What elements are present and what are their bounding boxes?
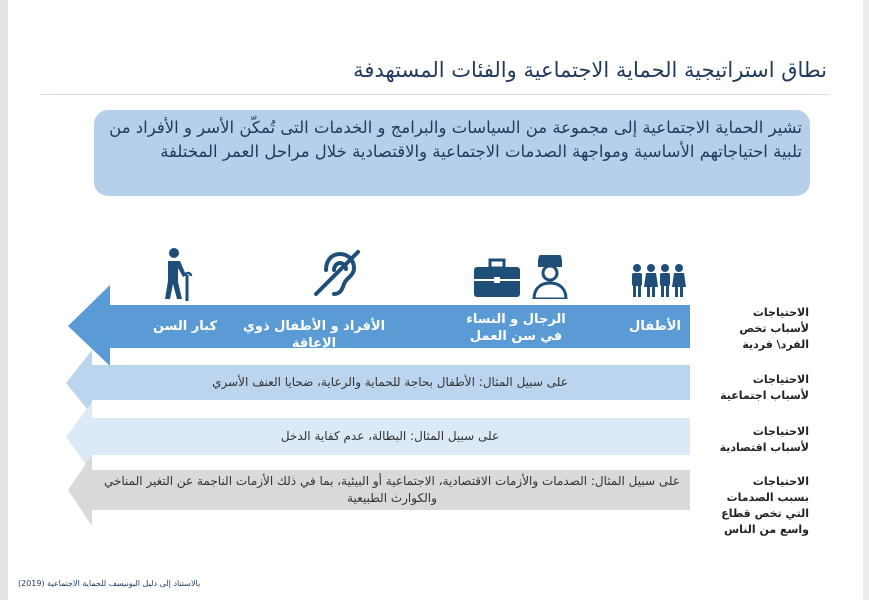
group-disability-label: الأفراد و الأطفال ذوي الإعاقة xyxy=(242,319,386,351)
elderly-cane-icon xyxy=(165,248,193,301)
page-edge-right xyxy=(863,0,869,600)
example-social: على سبيل المثال: الأطفال بحاجة للحماية و… xyxy=(212,375,568,389)
intro-box: تشير الحماية الاجتماعية إلى مجموعة من ال… xyxy=(94,110,810,196)
group-elderly-label: كبار السن xyxy=(152,319,218,334)
source-footnote: بالاستناد إلى دليل اليونيسف للحماية الاج… xyxy=(18,579,201,588)
arrow-social xyxy=(66,350,690,415)
side-label-individual: الاحتياجات لأسباب تخص الفرد\ فردية xyxy=(739,306,809,351)
page-title: نطاق استراتيجية الحماية الاجتماعية والفئ… xyxy=(353,58,827,82)
arrow-shocks xyxy=(68,455,690,526)
children-icon xyxy=(632,264,686,297)
title-divider xyxy=(40,94,829,95)
briefcase-worker-icon xyxy=(474,255,568,299)
page-edge-left xyxy=(0,0,8,600)
side-label-economic: الاحتياجات لأسباب اقتصادية xyxy=(719,425,809,454)
example-shocks: على سبيل المثال: الصدمات والأزمات الاقتص… xyxy=(103,474,681,505)
side-label-shocks: الاحتياجات بسبب الصدمات التي تخص قطاع وا… xyxy=(721,475,809,536)
example-economic: على سبيل المثال: البطالة، عدم كفاية الدخ… xyxy=(280,429,500,443)
group-working-age-label: الرجال و النساء في سن العمل xyxy=(466,312,566,344)
hearing-disability-icon xyxy=(314,250,360,296)
arrow-individual xyxy=(68,285,690,366)
side-label-social: الاحتياجات لأسباب اجتماعية xyxy=(720,373,809,402)
group-children-label: الأطفال xyxy=(629,319,681,334)
intro-text: تشير الحماية الاجتماعية إلى مجموعة من ال… xyxy=(109,118,802,161)
arrow-economic xyxy=(66,402,690,473)
